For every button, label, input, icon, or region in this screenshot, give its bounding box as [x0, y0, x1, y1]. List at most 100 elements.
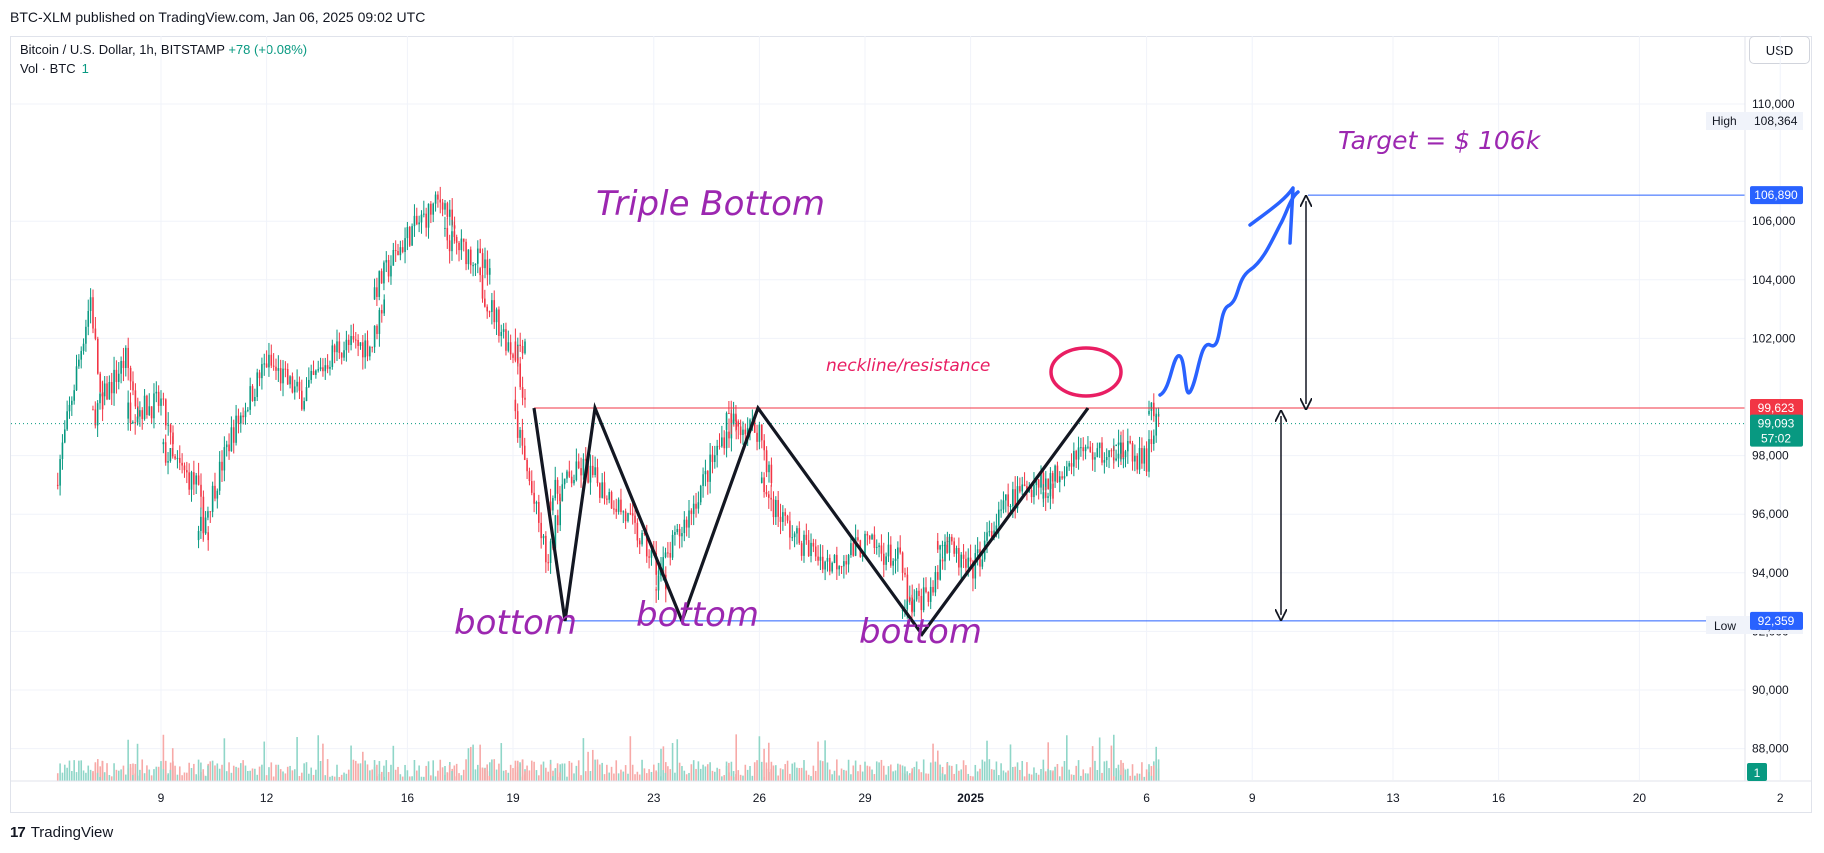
candle-body	[444, 227, 446, 229]
volume-bar	[861, 771, 864, 781]
time-tick-label: 2	[1777, 791, 1784, 805]
volume-bar	[364, 760, 366, 781]
volume-bar	[573, 773, 575, 781]
candle-body	[688, 510, 690, 528]
candle-body	[756, 432, 758, 442]
candle-body	[1009, 505, 1012, 507]
volume-bar	[662, 770, 664, 781]
candle-body	[655, 552, 657, 575]
volume-bar	[61, 772, 64, 781]
candle-body	[523, 445, 526, 460]
candle-body	[167, 461, 169, 463]
volume-bar	[254, 768, 256, 781]
volume-bar	[1026, 762, 1028, 781]
volume-bar	[413, 759, 416, 781]
candle-body	[200, 516, 202, 531]
candle-body	[955, 548, 958, 554]
volume-bar	[1035, 772, 1038, 781]
candle-body	[362, 342, 364, 358]
volume-bar	[1122, 762, 1124, 781]
candle-body	[1042, 492, 1045, 499]
volume-bar	[530, 760, 533, 781]
candle-body	[556, 479, 559, 494]
volume-bar	[556, 763, 559, 781]
candle-body	[319, 367, 322, 370]
candle-body	[479, 248, 481, 254]
volume-bar	[519, 762, 521, 781]
candle-body	[317, 369, 320, 371]
volume-bar	[645, 773, 648, 781]
volume-bar	[1155, 759, 1157, 781]
candle-body	[1021, 484, 1024, 492]
volume-bar	[979, 768, 981, 781]
candle-body	[244, 410, 247, 418]
candle-body	[324, 365, 327, 372]
volume-bar	[157, 766, 160, 781]
volume-bar	[1134, 775, 1136, 781]
volume-bar	[486, 764, 488, 781]
volume-value: 1	[81, 61, 89, 76]
volume-bar	[873, 774, 876, 781]
candle-body	[986, 532, 988, 541]
volume-bar	[218, 768, 221, 781]
candle-body	[655, 589, 657, 591]
volume-bars	[56, 734, 1160, 781]
candle-body	[1155, 415, 1157, 417]
candle-body	[204, 517, 207, 534]
volume-bar	[1103, 761, 1106, 781]
candle-body	[596, 467, 599, 484]
currency-button[interactable]: USD	[1749, 36, 1810, 64]
candle-body	[89, 297, 92, 311]
volume-bar	[115, 769, 118, 781]
candle-body	[676, 528, 679, 533]
volume-bar	[765, 762, 768, 781]
candle-body	[582, 458, 585, 476]
candle-body	[829, 557, 831, 572]
candle-body	[549, 501, 552, 511]
candle-body	[242, 415, 244, 418]
candle-body	[1028, 489, 1031, 492]
candle-body	[772, 499, 775, 518]
volume-bar	[735, 774, 737, 781]
volume-bar	[232, 765, 235, 781]
candle-body	[634, 515, 636, 523]
volume-bar	[561, 763, 564, 781]
volume-bar	[927, 773, 930, 781]
candle-body	[1150, 402, 1153, 411]
volume-bar	[1016, 762, 1019, 781]
volume-bar	[1061, 766, 1063, 781]
volume-bar	[392, 745, 395, 781]
candle-body	[413, 215, 416, 227]
volume-bar	[523, 774, 526, 781]
volume-bar	[439, 759, 442, 781]
time-tick-label: 13	[1386, 791, 1400, 805]
candle-body	[845, 561, 848, 565]
candle-body	[277, 368, 280, 371]
candle-body	[542, 535, 545, 539]
volume-bar	[397, 766, 399, 781]
candle-body	[819, 556, 822, 561]
volume-bar	[613, 773, 615, 781]
volume-bar	[730, 776, 733, 781]
volume-bar	[1143, 776, 1146, 781]
candle-body	[763, 477, 765, 493]
candle-body	[746, 427, 749, 435]
candle-body	[354, 339, 357, 341]
candle-body	[488, 311, 491, 313]
volume-bar	[132, 775, 134, 781]
volume-bar	[303, 763, 305, 781]
volume-bar	[521, 776, 524, 781]
volume-bar	[362, 751, 364, 781]
volume-bar	[378, 774, 381, 781]
candle-body	[899, 547, 901, 553]
volume-bar	[697, 761, 700, 781]
candle-body	[1056, 465, 1059, 483]
volume-bar	[190, 767, 193, 781]
volume-label: Vol · BTC	[20, 61, 76, 76]
volume-bar	[627, 773, 629, 781]
volume-bar	[629, 736, 632, 781]
volume-bar	[885, 774, 887, 781]
volume-bar	[599, 764, 601, 781]
candle-body	[1094, 457, 1096, 460]
